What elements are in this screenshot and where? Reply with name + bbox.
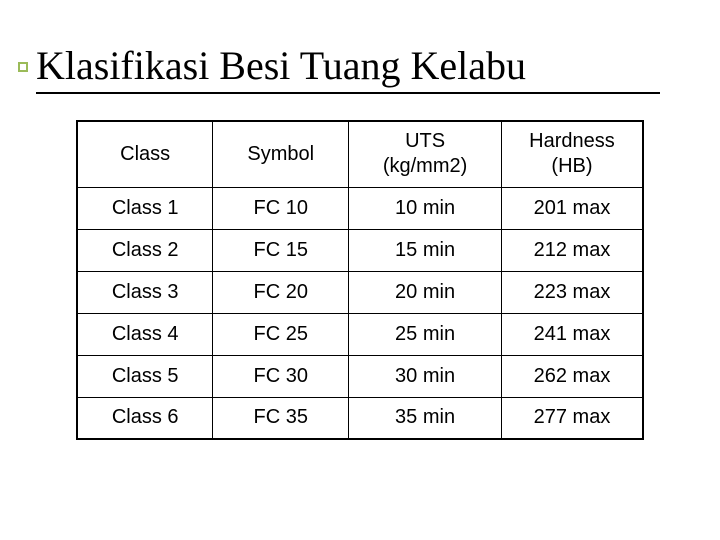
cell-hardness: 212 max xyxy=(501,229,643,271)
col-header-symbol: Symbol xyxy=(213,121,349,187)
col-header-sublabel: (kg/mm2) xyxy=(383,155,467,177)
cell-class: Class 2 xyxy=(77,229,213,271)
cell-symbol: FC 25 xyxy=(213,313,349,355)
cell-uts: 10 min xyxy=(349,187,502,229)
cell-hardness: 262 max xyxy=(501,355,643,397)
cell-symbol: FC 35 xyxy=(213,397,349,439)
cell-hardness: 201 max xyxy=(501,187,643,229)
cell-symbol: FC 10 xyxy=(213,187,349,229)
col-header-sublabel: (HB) xyxy=(551,155,592,177)
cell-class: Class 6 xyxy=(77,397,213,439)
classification-table: Class Symbol UTS (kg/mm2) Hardness (HB) … xyxy=(76,120,644,440)
table-header-row: Class Symbol UTS (kg/mm2) Hardness (HB) xyxy=(77,121,643,187)
table-row: Class 6 FC 35 35 min 277 max xyxy=(77,397,643,439)
cell-class: Class 1 xyxy=(77,187,213,229)
cell-hardness: 223 max xyxy=(501,271,643,313)
cell-uts: 25 min xyxy=(349,313,502,355)
table-row: Class 2 FC 15 15 min 212 max xyxy=(77,229,643,271)
cell-uts: 15 min xyxy=(349,229,502,271)
col-header-class: Class xyxy=(77,121,213,187)
col-header-label: Class xyxy=(120,143,170,165)
cell-symbol: FC 30 xyxy=(213,355,349,397)
col-header-label: Hardness xyxy=(529,130,615,152)
cell-uts: 30 min xyxy=(349,355,502,397)
col-header-label: Symbol xyxy=(247,143,314,165)
col-header-uts: UTS (kg/mm2) xyxy=(349,121,502,187)
table-row: Class 5 FC 30 30 min 262 max xyxy=(77,355,643,397)
cell-class: Class 4 xyxy=(77,313,213,355)
cell-uts: 20 min xyxy=(349,271,502,313)
cell-class: Class 3 xyxy=(77,271,213,313)
slide-title: Klasifikasi Besi Tuang Kelabu xyxy=(36,42,526,89)
cell-hardness: 241 max xyxy=(501,313,643,355)
cell-class: Class 5 xyxy=(77,355,213,397)
table: Class Symbol UTS (kg/mm2) Hardness (HB) … xyxy=(76,120,644,440)
cell-hardness: 277 max xyxy=(501,397,643,439)
table-row: Class 4 FC 25 25 min 241 max xyxy=(77,313,643,355)
title-underline xyxy=(36,92,660,94)
col-header-label: UTS xyxy=(405,130,445,152)
cell-uts: 35 min xyxy=(349,397,502,439)
col-header-hardness: Hardness (HB) xyxy=(501,121,643,187)
title-bullet-icon xyxy=(18,62,28,72)
table-row: Class 3 FC 20 20 min 223 max xyxy=(77,271,643,313)
cell-symbol: FC 15 xyxy=(213,229,349,271)
cell-symbol: FC 20 xyxy=(213,271,349,313)
table-row: Class 1 FC 10 10 min 201 max xyxy=(77,187,643,229)
